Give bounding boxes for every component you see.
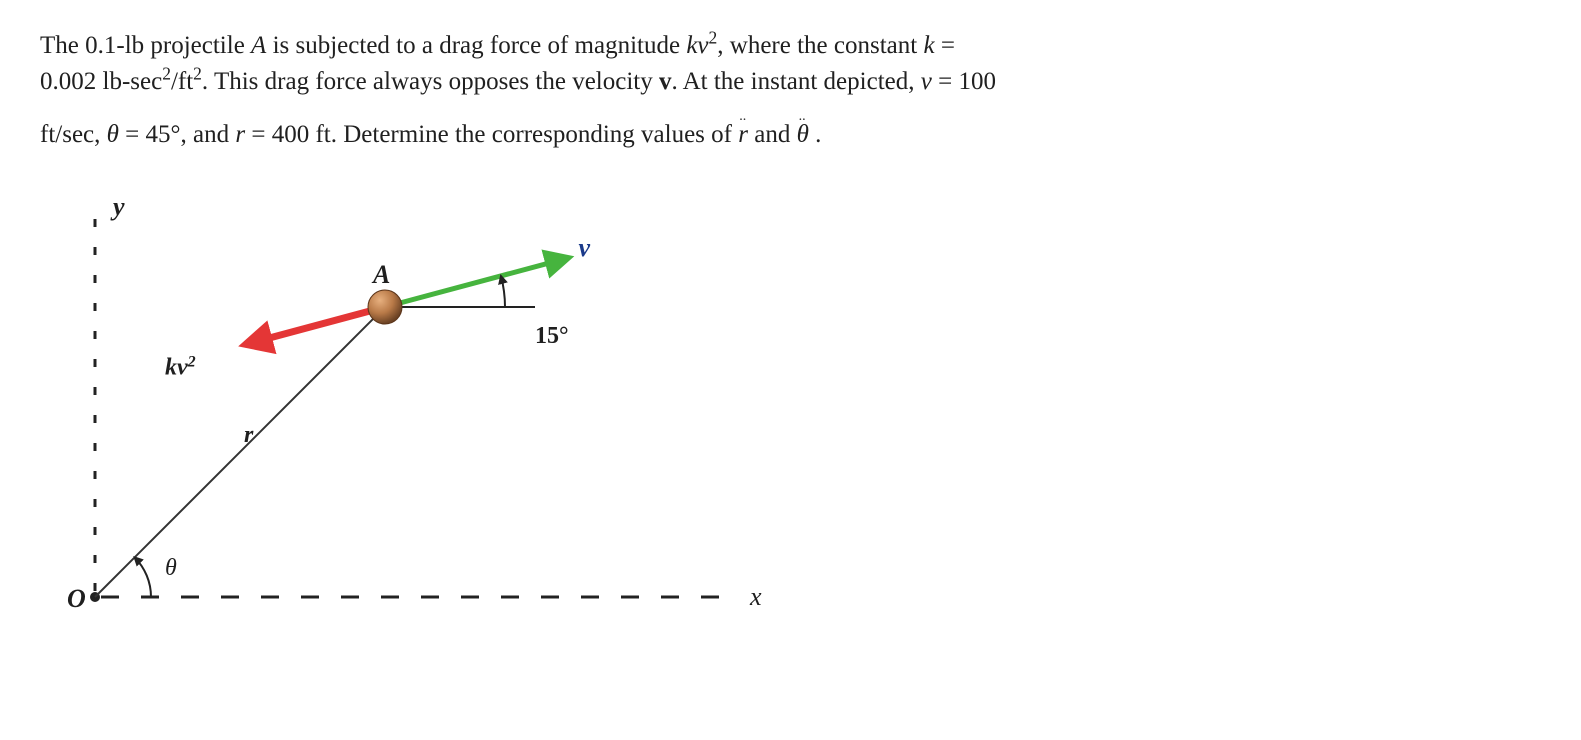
svg-text:y: y (110, 192, 125, 221)
problem-statement-2: ft/sec, θ = 45°, and r = 400 ft. Determi… (40, 117, 1541, 153)
txt: = 400 ft. Determine the corresponding va… (245, 121, 738, 148)
txt: . (809, 121, 822, 148)
problem-statement-1: The 0.1-lb projectile A is subjected to … (40, 28, 1541, 101)
txt: = 100 (932, 68, 996, 95)
svg-text:θ: θ (165, 555, 177, 581)
txt: 0.002 lb-sec (40, 68, 162, 95)
txt: = 45°, and (119, 121, 235, 148)
var-v: v (921, 68, 932, 95)
var-A: A (251, 32, 266, 59)
projectile-diagram: y x Oθ r v 15° kv2 A (50, 177, 810, 637)
vec-v: v (659, 68, 672, 95)
var-kv: kv (686, 32, 708, 59)
svg-text:v: v (579, 233, 591, 262)
exp-2: 2 (709, 28, 718, 48)
var-k: k (923, 32, 934, 59)
txt: is subjected to a drag force of magnitud… (266, 32, 686, 59)
svg-text:A: A (371, 260, 390, 289)
txt: and (748, 121, 797, 148)
txt: . This drag force always opposes the vel… (202, 68, 659, 95)
exp-2: 2 (193, 64, 202, 84)
txt: = (935, 32, 955, 59)
svg-text:O: O (67, 584, 86, 613)
txt: , where the constant (717, 32, 923, 59)
svg-text:15°: 15° (535, 323, 569, 349)
svg-text:x: x (749, 582, 762, 611)
txt: /ft (171, 68, 193, 95)
svg-text:r: r (244, 422, 254, 448)
var-r: r (235, 121, 245, 148)
txt: The 0.1-lb projectile (40, 32, 251, 59)
txt: . At the instant depicted, (671, 68, 920, 95)
diagram: y x Oθ r v 15° kv2 A (50, 177, 1541, 648)
svg-text:kv2: kv2 (165, 353, 196, 381)
txt: ft/sec, (40, 121, 107, 148)
var-theta: θ (107, 121, 119, 148)
exp-2: 2 (162, 64, 171, 84)
